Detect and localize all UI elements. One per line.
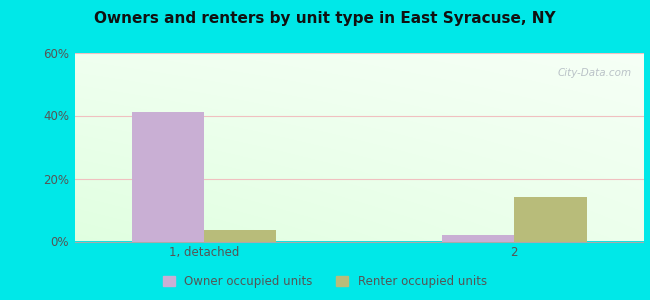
Bar	[442, 235, 514, 242]
Legend: Owner occupied units, Renter occupied units: Owner occupied units, Renter occupied un…	[159, 270, 491, 292]
Bar	[514, 197, 587, 242]
Bar	[204, 230, 276, 242]
Text: City-Data.com: City-Data.com	[558, 68, 632, 78]
Bar	[131, 112, 204, 242]
Text: Owners and renters by unit type in East Syracuse, NY: Owners and renters by unit type in East …	[94, 11, 556, 26]
